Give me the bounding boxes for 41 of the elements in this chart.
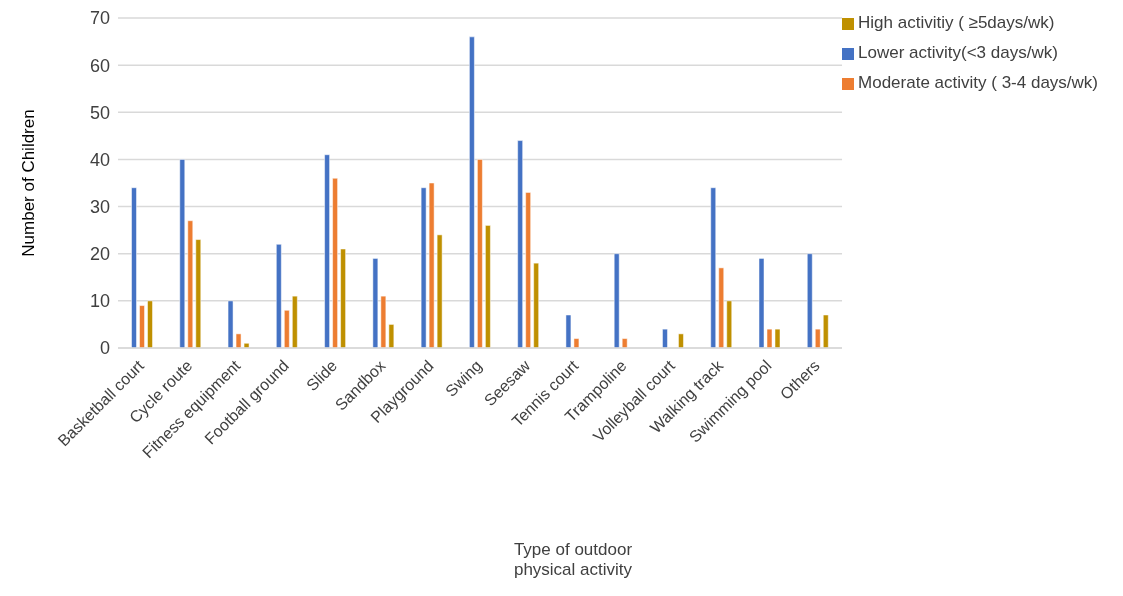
bar: [332, 178, 338, 348]
bar: [477, 159, 483, 348]
legend-label: Moderate activity ( 3-4 days/wk): [858, 73, 1098, 92]
legend-label: Lower activity(<3 days/wk): [858, 43, 1058, 62]
bar: [662, 328, 668, 348]
bar: [324, 154, 330, 348]
y-tick-label: 10: [89, 291, 110, 312]
bar: [621, 338, 628, 348]
y-axis-title: Number of Children: [19, 109, 39, 257]
bar: [807, 253, 813, 348]
bar: [710, 187, 716, 348]
y-tick-label: 60: [89, 55, 110, 76]
bar: [517, 140, 523, 348]
bar: [525, 192, 531, 348]
bar: [726, 300, 732, 348]
bar: [718, 267, 724, 348]
y-tick-label: 50: [89, 102, 110, 123]
bar: [131, 187, 137, 348]
y-tick-label: 0: [99, 338, 110, 359]
bar: [292, 295, 298, 348]
bar: [284, 310, 290, 348]
bar: [678, 333, 684, 348]
bar: [533, 262, 539, 348]
bar: [276, 244, 282, 348]
bar: [823, 314, 829, 348]
bar: [139, 305, 145, 348]
bar: [340, 248, 346, 348]
y-tick-label: 40: [89, 149, 110, 170]
y-tick-label: 70: [89, 8, 110, 29]
bar: [815, 328, 821, 348]
x-axis-title: Type of outdoor physical activity: [512, 540, 634, 580]
bar: [195, 239, 202, 348]
bar: [485, 225, 491, 348]
legend-label: High activitiy ( ≥5days/wk): [858, 13, 1055, 32]
y-tick-label: 30: [89, 196, 110, 217]
y-tick-label: 20: [89, 244, 110, 265]
bar: [147, 300, 153, 348]
bar: [179, 159, 186, 348]
bar: [187, 220, 194, 348]
bar: [469, 36, 475, 348]
bar: [613, 253, 620, 348]
